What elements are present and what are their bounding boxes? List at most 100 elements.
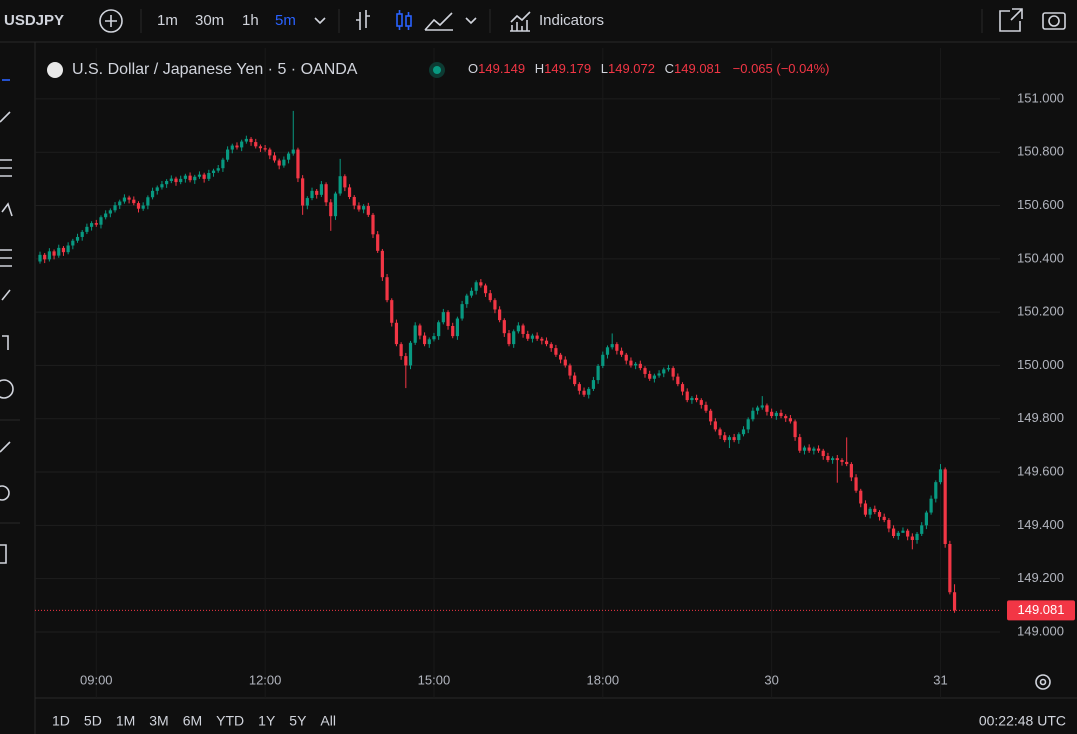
candle-body bbox=[113, 205, 117, 211]
candle-body bbox=[516, 325, 520, 332]
drawing-tools[interactable] bbox=[0, 79, 14, 564]
candle-body bbox=[366, 206, 370, 215]
candle-body bbox=[648, 373, 652, 379]
candle-body bbox=[385, 277, 389, 301]
candle-body bbox=[488, 293, 492, 301]
candles-icon[interactable] bbox=[396, 10, 412, 30]
range-button[interactable]: 1Y bbox=[258, 713, 276, 729]
add-symbol[interactable] bbox=[99, 9, 123, 33]
chart-type-menu[interactable] bbox=[465, 17, 477, 25]
candle-body bbox=[277, 160, 281, 166]
candle-body bbox=[929, 498, 933, 513]
range-button[interactable]: 1D bbox=[52, 713, 70, 729]
interval-active[interactable]: 5m bbox=[275, 12, 296, 29]
y-tick-label: 150.400 bbox=[1017, 250, 1064, 265]
candle-body bbox=[75, 236, 80, 241]
candle-body bbox=[221, 159, 225, 169]
candle-body bbox=[549, 344, 553, 349]
candle-body bbox=[840, 460, 844, 462]
candle-body bbox=[460, 304, 464, 319]
plot-area: 149.000 149.200 149.400 149.600 149.800 150.0… bbox=[35, 48, 1075, 698]
legend-low: 149.072 bbox=[608, 61, 655, 76]
range-button[interactable]: 6M bbox=[183, 713, 202, 729]
candle-body bbox=[601, 354, 605, 366]
price-label-box bbox=[1007, 600, 1075, 621]
candle-body bbox=[558, 354, 563, 360]
candle-body bbox=[282, 159, 286, 166]
range-button[interactable]: 5Y bbox=[289, 713, 307, 729]
candle-body bbox=[863, 503, 868, 515]
snapshot-icon[interactable] bbox=[1042, 12, 1066, 30]
candle-body bbox=[380, 250, 384, 278]
candle-body bbox=[211, 170, 216, 173]
interval[interactable]: 1m bbox=[157, 12, 178, 29]
range-button[interactable]: 5D bbox=[84, 713, 102, 729]
indicators-button[interactable]: Indicators bbox=[539, 12, 604, 29]
indicators-icon[interactable] bbox=[510, 11, 531, 32]
chart-title: U.S. Dollar / Japanese Yen · 5 · OANDA bbox=[72, 61, 358, 78]
interval[interactable]: 30m bbox=[195, 12, 224, 29]
candle-body bbox=[591, 380, 596, 389]
candle-body bbox=[52, 251, 56, 256]
candle-body bbox=[94, 223, 98, 225]
candle-body bbox=[362, 206, 366, 210]
candle-body bbox=[690, 397, 694, 401]
candle-body bbox=[319, 184, 323, 195]
x-tick-label: 15:00 bbox=[418, 672, 451, 687]
share-icon[interactable] bbox=[999, 8, 1023, 32]
candle-body bbox=[652, 375, 656, 379]
symbol[interactable]: USDJPY bbox=[4, 12, 64, 29]
candle-body bbox=[910, 536, 914, 541]
settings-icon[interactable] bbox=[1035, 674, 1051, 690]
candle-body bbox=[404, 356, 408, 366]
range-button[interactable]: 3M bbox=[149, 713, 168, 729]
candle-body bbox=[136, 203, 141, 209]
candle-body bbox=[906, 530, 910, 537]
candle-body bbox=[165, 180, 169, 185]
candle-body bbox=[671, 368, 675, 377]
candle-body bbox=[427, 339, 431, 345]
candle-body bbox=[122, 197, 127, 202]
range-button[interactable]: YTD bbox=[216, 713, 244, 729]
legend-high: 149.179 bbox=[544, 61, 591, 76]
x-tick-label: 09:00 bbox=[80, 672, 113, 687]
candle-body bbox=[249, 138, 253, 143]
candle-body bbox=[483, 285, 488, 294]
candle-body bbox=[915, 533, 919, 541]
range-button[interactable]: 1M bbox=[116, 713, 135, 729]
area-icon[interactable] bbox=[424, 12, 453, 31]
candle-body bbox=[150, 190, 155, 198]
x-tick-label: 30 bbox=[764, 672, 778, 687]
candle-body bbox=[376, 234, 380, 251]
candle-body bbox=[619, 350, 624, 355]
candle-body bbox=[155, 187, 159, 191]
y-tick-label: 149.400 bbox=[1017, 517, 1064, 532]
candle-body bbox=[816, 448, 821, 451]
candle-body bbox=[66, 245, 70, 253]
y-tick-label: 149.800 bbox=[1017, 410, 1064, 425]
candle-body bbox=[230, 145, 234, 150]
candle-body bbox=[610, 344, 614, 348]
candle-body bbox=[451, 325, 455, 337]
candle-body bbox=[732, 437, 736, 441]
candle-body bbox=[882, 516, 886, 521]
x-tick-label: 12:00 bbox=[249, 672, 282, 687]
candle-body bbox=[371, 214, 375, 235]
range-button[interactable]: All bbox=[320, 713, 336, 729]
candle-body bbox=[286, 153, 291, 160]
candle-body bbox=[432, 336, 436, 340]
candle-body bbox=[240, 141, 244, 148]
interval-menu[interactable] bbox=[314, 17, 326, 25]
candle-body bbox=[699, 400, 703, 405]
bars-icon[interactable] bbox=[356, 10, 370, 30]
candle-body bbox=[826, 456, 830, 461]
legend-close: 149.081 bbox=[674, 61, 721, 76]
candle-body bbox=[127, 197, 131, 200]
candle-body bbox=[301, 178, 305, 206]
ohlc-legend: O149.149 H149.179 L149.072 C149.081 −0.0… bbox=[468, 61, 830, 76]
candle-body bbox=[704, 404, 708, 411]
candle-body bbox=[788, 418, 792, 422]
interval[interactable]: 1h bbox=[242, 12, 259, 29]
candle-body bbox=[615, 344, 619, 351]
candle-body bbox=[530, 335, 535, 339]
